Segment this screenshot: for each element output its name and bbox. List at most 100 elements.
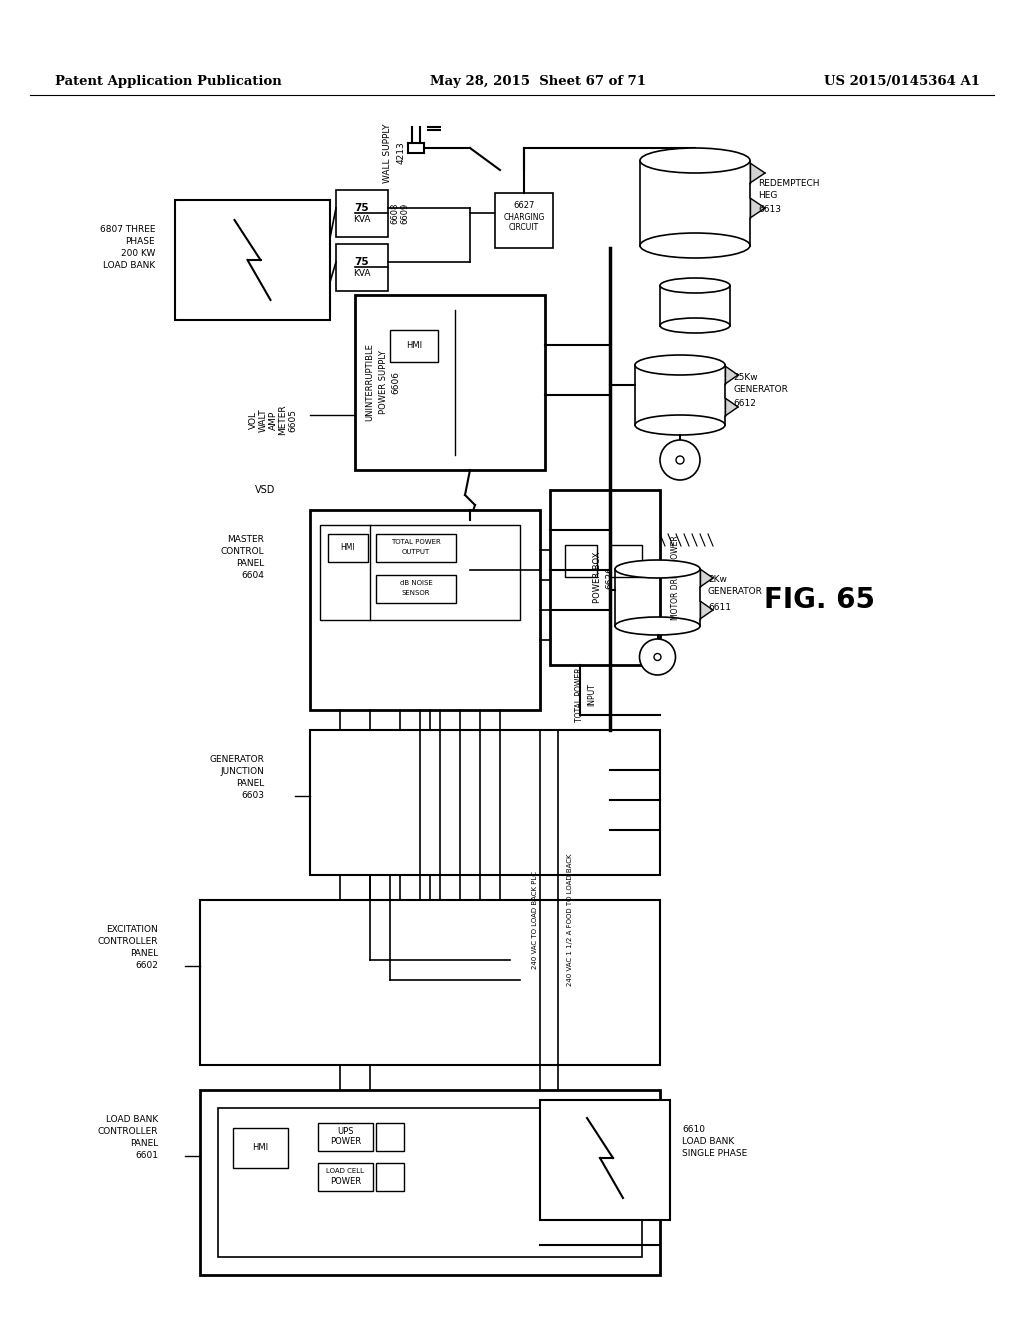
Bar [376,535,456,562]
Ellipse shape [635,414,725,436]
Text: 6605: 6605 [289,408,298,432]
Text: TOTAL POWER: TOTAL POWER [575,668,585,722]
Ellipse shape [615,616,700,635]
Bar [495,193,553,248]
Bar [336,190,388,238]
Text: CONTROLLER: CONTROLLER [97,937,158,946]
Text: OUTPUT: OUTPUT [401,549,430,554]
Ellipse shape [640,234,750,257]
Text: 6606: 6606 [391,371,400,393]
Bar [310,510,540,710]
Text: PANEL: PANEL [236,560,264,569]
Polygon shape [725,366,738,384]
Bar [200,1090,660,1275]
Ellipse shape [640,639,676,675]
Ellipse shape [640,148,750,173]
Ellipse shape [654,653,662,660]
Bar [540,1100,670,1220]
Text: 6601: 6601 [135,1151,158,1160]
Text: CONTROLLER: CONTROLLER [97,1127,158,1137]
Bar [376,576,456,603]
Text: PANEL: PANEL [130,949,158,958]
Text: HMI: HMI [341,544,355,553]
Text: May 28, 2015  Sheet 67 of 71: May 28, 2015 Sheet 67 of 71 [430,75,646,88]
Ellipse shape [635,355,725,375]
Text: 4213: 4213 [396,141,406,165]
Text: GENERATOR: GENERATOR [733,384,787,393]
Text: POWER SUPPLY: POWER SUPPLY [379,351,387,414]
Text: 6613: 6613 [758,206,781,214]
Bar [336,244,388,290]
Bar [355,294,545,470]
Bar [376,1163,404,1191]
Bar [565,545,597,577]
Text: UPS: UPS [337,1126,353,1135]
Text: 240 VAC TO LOAD BACK PLC: 240 VAC TO LOAD BACK PLC [532,871,538,969]
Polygon shape [725,399,738,416]
Polygon shape [700,569,713,587]
Text: CONTROL: CONTROL [220,548,264,557]
Bar [310,730,660,875]
Text: PANEL: PANEL [130,1139,158,1148]
Text: FIG. 65: FIG. 65 [765,586,876,614]
Text: LOAD BANK: LOAD BANK [102,261,155,271]
Bar [390,330,438,362]
Text: 6610: 6610 [682,1126,705,1134]
Text: TOTAL POWER: TOTAL POWER [391,539,441,545]
Text: CIRCUIT: CIRCUIT [509,223,539,232]
Text: dB NOISE: dB NOISE [399,579,432,586]
Text: US 2015/0145364 A1: US 2015/0145364 A1 [824,75,980,88]
Text: 6603: 6603 [241,792,264,800]
Text: 75: 75 [354,257,370,267]
Text: MASTER: MASTER [227,536,264,544]
Text: HEG: HEG [758,190,777,199]
Text: MOTOR DRIVE POWER: MOTOR DRIVE POWER [671,535,680,620]
Text: 6626: 6626 [605,566,614,589]
Polygon shape [700,601,713,619]
Text: 75: 75 [354,203,370,213]
Ellipse shape [615,560,700,578]
Text: HMI: HMI [253,1143,268,1152]
Ellipse shape [676,455,684,465]
Text: 200 KW: 200 KW [121,249,155,259]
Text: JUNCTION: JUNCTION [220,767,264,776]
Text: WALL SUPPLY: WALL SUPPLY [384,123,392,182]
Text: METER: METER [279,405,288,436]
Bar [175,201,330,319]
Text: POWER BOX: POWER BOX [593,552,601,603]
Text: INPUT: INPUT [588,684,597,706]
Text: 6611: 6611 [708,602,731,611]
Text: KVA: KVA [353,269,371,279]
Text: CHARGING: CHARGING [504,214,545,223]
Text: SINGLE PHASE: SINGLE PHASE [682,1150,748,1159]
Text: GENERATOR: GENERATOR [209,755,264,764]
Text: POWER: POWER [330,1137,361,1146]
Bar [328,535,368,562]
Text: 6602: 6602 [135,961,158,970]
Text: SENSOR: SENSOR [401,590,430,597]
Bar [200,900,660,1065]
Text: LOAD BANK: LOAD BANK [682,1138,734,1147]
Text: GENERATOR: GENERATOR [708,587,763,597]
Bar [319,525,520,620]
Text: EXCITATION: EXCITATION [106,925,158,935]
Bar [610,545,642,577]
Bar [318,1163,373,1191]
Text: PANEL: PANEL [236,780,264,788]
Ellipse shape [660,279,730,293]
Text: 6608: 6608 [390,202,399,223]
Polygon shape [750,198,765,218]
Ellipse shape [660,318,730,333]
Text: Patent Application Publication: Patent Application Publication [55,75,282,88]
Text: UNINTERRUPTIBLE: UNINTERRUPTIBLE [366,343,375,421]
Text: KVA: KVA [353,215,371,224]
Text: 6609: 6609 [400,202,410,223]
Bar [218,1107,642,1257]
Text: 25Kw: 25Kw [733,372,758,381]
Text: HMI: HMI [406,342,422,351]
Polygon shape [750,162,765,183]
Text: 2Kw: 2Kw [708,576,727,585]
Text: 6627: 6627 [513,201,535,210]
Text: PHASE: PHASE [125,238,155,247]
Ellipse shape [660,440,700,480]
